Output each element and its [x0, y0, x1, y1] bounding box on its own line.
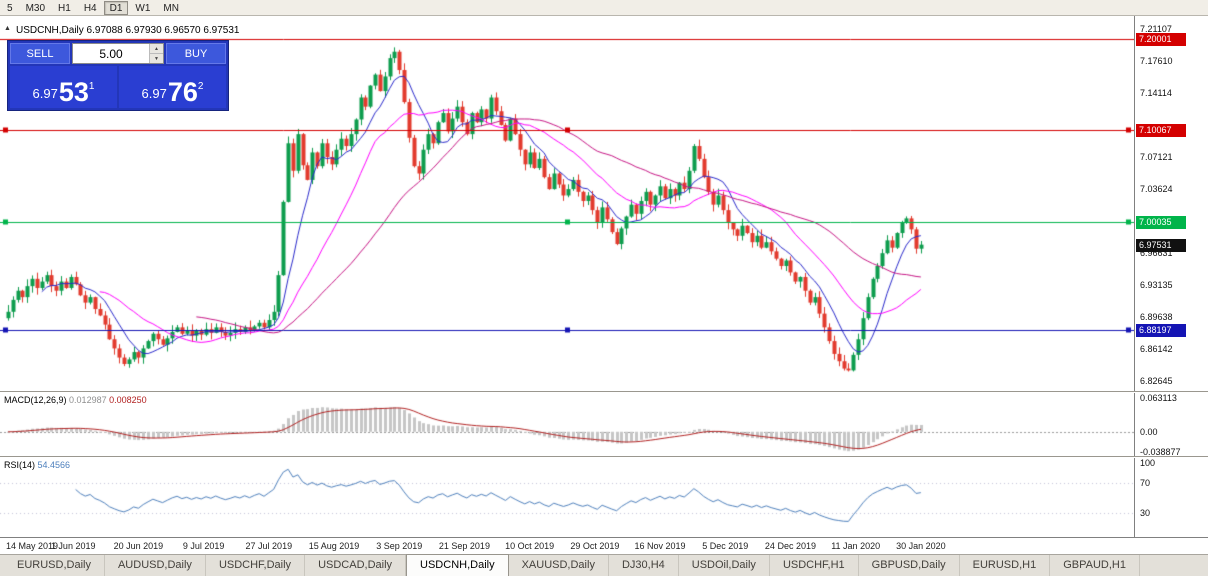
- sell-button[interactable]: SELL: [10, 43, 70, 64]
- axis-tick: 6.89638: [1140, 311, 1173, 322]
- macd-panel: 0.063113 0.00 -0.038877 MACD(12,26,9) 0.01…: [0, 391, 1208, 457]
- price-label-chip: 7.00035: [1136, 215, 1186, 229]
- timeframe-button-5[interactable]: 5: [1, 1, 19, 15]
- chart-tab-usdoil[interactable]: USDOil,Daily: [679, 555, 770, 576]
- macd-name: MACD(12,26,9): [4, 395, 67, 405]
- chart-tab-eurusd[interactable]: EURUSD,Daily: [4, 555, 105, 576]
- chart-tab-eurusd[interactable]: EURUSD,H1: [960, 555, 1051, 576]
- axis-tick: -0.038877: [1140, 447, 1181, 457]
- volume-down-button[interactable]: ▼: [150, 54, 163, 63]
- axis-tick: 6.93135: [1140, 279, 1173, 290]
- sell-price-sup: 1: [88, 81, 95, 92]
- sell-price-display[interactable]: 6.97 53 1: [10, 66, 117, 108]
- chart-tab-gbpusd[interactable]: GBPUSD,Daily: [859, 555, 960, 576]
- axis-tick: 7.03624: [1140, 183, 1173, 194]
- rsi-label: RSI(14) 54.4566: [4, 460, 70, 470]
- macd-signal-value: 0.008250: [109, 395, 147, 405]
- price-label-chip: 7.10067: [1136, 123, 1186, 137]
- buy-price-display[interactable]: 6.97 76 2: [119, 66, 226, 108]
- axis-tick: 7.17610: [1140, 55, 1173, 66]
- time-label: 30 Jan 2020: [896, 541, 946, 551]
- axis-tick: 7.07121: [1140, 151, 1173, 162]
- rsi-canvas[interactable]: [0, 458, 1134, 538]
- timeframe-button-d1[interactable]: D1: [103, 0, 129, 15]
- timeframe-button-h4[interactable]: H4: [78, 1, 103, 15]
- axis-tick: 6.86142: [1140, 343, 1173, 354]
- rsi-name: RSI(14): [4, 460, 36, 470]
- macd-label: MACD(12,26,9) 0.012987 0.008250: [4, 395, 147, 405]
- macd-axis[interactable]: 0.063113 0.00 -0.038877: [1134, 393, 1208, 457]
- chart-tab-usdcad[interactable]: USDCAD,Daily: [305, 555, 407, 576]
- time-label: 14 May 2019: [5, 541, 59, 551]
- chart-tab-dj30[interactable]: DJ30,H4: [609, 555, 679, 576]
- time-label: 9 Jul 2019: [182, 541, 225, 551]
- time-label: 24 Dec 2019: [764, 541, 816, 551]
- axis-tick: 0.063113: [1140, 393, 1177, 403]
- time-label: 10 Oct 2019: [505, 541, 555, 551]
- time-label: 11 Jan 2020: [831, 541, 881, 551]
- buy-price-sup: 2: [197, 81, 204, 92]
- time-label: 27 Jul 2019: [245, 541, 293, 551]
- axis-tick: 70: [1140, 478, 1151, 489]
- time-label: 20 Jun 2019: [113, 541, 164, 551]
- time-label: 1 Jun 2019: [50, 541, 96, 551]
- macd-main-value: 0.012987: [69, 395, 107, 405]
- buy-button[interactable]: BUY: [166, 43, 226, 64]
- time-label: 29 Oct 2019: [570, 541, 620, 551]
- chart-tab-audusd[interactable]: AUDUSD,Daily: [105, 555, 206, 576]
- price-label-chip: 7.20001: [1136, 32, 1186, 46]
- sell-price-pips: 53: [58, 77, 89, 108]
- chart-tab-bar: EURUSD,Daily AUDUSD,Daily USDCHF,Daily USDC…: [0, 554, 1208, 576]
- time-label: 16 Nov 2019: [634, 541, 686, 551]
- timeframe-button-w1[interactable]: W1: [129, 1, 156, 15]
- axis-tick: 7.14114: [1140, 87, 1172, 98]
- chart-tab-usdchf[interactable]: USDCHF,H1: [770, 555, 859, 576]
- axis-tick: 100: [1140, 458, 1156, 468]
- chart-tab-xauusd[interactable]: XAUUSD,Daily: [509, 555, 609, 576]
- rsi-value: 54.4566: [37, 460, 71, 470]
- rsi-axis[interactable]: 100 70 30: [1134, 458, 1208, 537]
- volume-input[interactable]: [73, 44, 149, 63]
- time-label: 5 Dec 2019: [702, 541, 749, 551]
- chart-ohlc-title: USDCNH,Daily 6.97088 6.97930 6.96570 6.9…: [16, 25, 240, 36]
- timeframe-toolbar: 5 M30 H1 H4 D1 W1 MN: [0, 0, 1208, 16]
- time-label: 3 Sep 2019: [376, 541, 423, 551]
- timeframe-button-mn[interactable]: MN: [157, 1, 185, 15]
- macd-canvas[interactable]: [0, 393, 1134, 457]
- axis-tick: 6.82645: [1140, 375, 1173, 386]
- timeframe-button-m30[interactable]: M30: [20, 1, 51, 15]
- time-axis[interactable]: 14 May 2019 1 Jun 2019 20 Jun 2019 9 Jul 20…: [0, 537, 1208, 554]
- buy-price-pips: 76: [167, 77, 198, 108]
- time-label: 21 Sep 2019: [438, 541, 490, 551]
- rsi-panel: 100 70 30 RSI(14) 54.4566: [0, 456, 1208, 538]
- collapse-arrow-icon[interactable]: ▲: [4, 25, 11, 32]
- sell-price-main: 6.97: [32, 86, 58, 101]
- buy-price-main: 6.97: [141, 86, 167, 101]
- main-chart-panel: 7.21107 7.17610 7.14114 7.07121 7.03624 6.966…: [0, 16, 1208, 391]
- axis-tick: 6.96631: [1140, 247, 1173, 258]
- volume-stepper[interactable]: ▲ ▼: [72, 43, 164, 64]
- price-label-chip: 6.88197: [1136, 324, 1186, 338]
- price-axis[interactable]: 7.21107 7.17610 7.14114 7.07121 7.03624 6.966…: [1134, 16, 1208, 391]
- axis-tick: 0.00: [1140, 426, 1158, 437]
- volume-up-button[interactable]: ▲: [150, 44, 163, 54]
- chart-tab-usdcnh[interactable]: USDCNH,Daily: [406, 554, 509, 576]
- chart-tab-gbpaud[interactable]: GBPAUD,H1: [1050, 555, 1140, 576]
- axis-tick: 30: [1140, 507, 1151, 518]
- chart-tab-usdchf[interactable]: USDCHF,Daily: [206, 555, 306, 576]
- axis-tick: 7.21107: [1140, 23, 1172, 34]
- timeframe-button-h1[interactable]: H1: [52, 1, 77, 15]
- price-label-chip: 6.97531: [1136, 238, 1186, 252]
- time-label: 15 Aug 2019: [308, 541, 360, 551]
